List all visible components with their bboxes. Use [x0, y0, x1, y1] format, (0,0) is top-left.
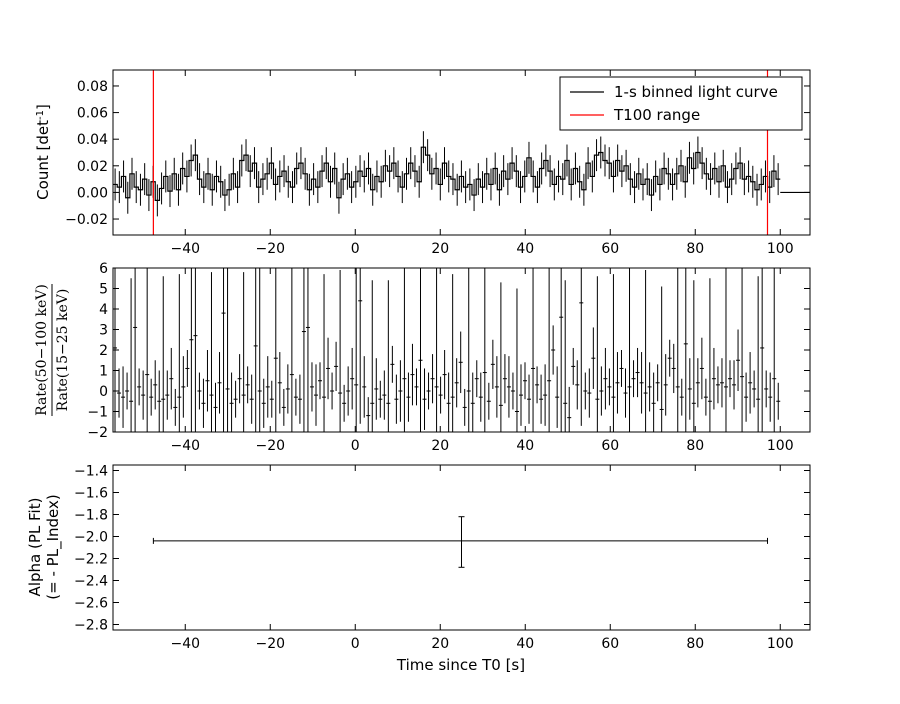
x-tick-label: 80 — [686, 241, 704, 257]
legend: 1-s binned light curve T100 range — [559, 76, 803, 131]
y-tick-label: −2.0 — [74, 530, 108, 546]
light-curve-series — [113, 70, 810, 235]
x-tick-label: 40 — [516, 438, 534, 454]
y-tick-label: −2.2 — [74, 552, 108, 568]
y-tick-label: 2 — [99, 343, 108, 359]
ylabel-close: ] — [34, 104, 52, 110]
y-tick-label: −1 — [87, 405, 108, 421]
y-tick-label: −0.02 — [65, 212, 108, 228]
y-tick-label: −2.8 — [74, 618, 108, 634]
x-tick-label: 100 — [767, 241, 794, 257]
x-axis-label: Time since T0 [s] — [396, 656, 525, 674]
hardness-ratio-plot-area — [113, 268, 781, 432]
x-tick-label: −40 — [170, 438, 200, 454]
x-tick-label: −40 — [170, 636, 200, 652]
light-curve-plot-area — [113, 70, 810, 235]
x-tick-label: 20 — [431, 438, 449, 454]
ylabel-superscript: -1 — [35, 110, 46, 120]
x-tick-label: −20 — [255, 241, 285, 257]
legend-label-t100: T100 range — [613, 106, 700, 124]
x-tick-label: 20 — [431, 636, 449, 652]
alpha-ticks: −40 −20 0 20 40 60 80 100 −2.8 −2.6 −2.4 −2.2 −2.0 −1… — [74, 464, 810, 652]
y-tick-label: −2 — [87, 425, 108, 441]
y-tick-label: 0.00 — [77, 185, 108, 201]
y-tick-label: 0.08 — [77, 79, 108, 95]
x-tick-label: −20 — [255, 438, 285, 454]
legend-label-light-curve: 1-s binned light curve — [614, 83, 778, 101]
y-tick-label: 0.04 — [77, 132, 108, 148]
x-tick-label: 80 — [686, 438, 704, 454]
x-tick-label: 40 — [516, 636, 534, 652]
y-tick-label: 0 — [99, 384, 108, 400]
alpha-frame — [112, 464, 811, 631]
hardness-ratio-series — [113, 268, 781, 432]
x-tick-label: 80 — [686, 636, 704, 652]
legend-box — [559, 76, 803, 131]
ylabel-denominator: Rate(15−25 keV) — [55, 289, 71, 412]
alpha-ylabel-line1: Alpha (PL Fit) — [26, 498, 44, 597]
alpha-ylabel: Alpha (PL Fit) (= - PL_Index) — [26, 494, 63, 599]
y-tick-label: −2.6 — [74, 596, 108, 612]
y-tick-label: 6 — [99, 261, 108, 277]
x-tick-label: 100 — [767, 438, 794, 454]
light-curve-panel: −40 −20 0 20 40 60 80 100 −0.02 0.00 0.02 0.04 0.06 0… — [34, 69, 811, 257]
x-tick-label: 0 — [351, 636, 360, 652]
y-tick-label: 0.06 — [77, 106, 108, 122]
x-tick-label: 20 — [431, 241, 449, 257]
x-tick-label: 60 — [601, 241, 619, 257]
light-curve-ticks: −40 −20 0 20 40 60 80 100 −0.02 0.00 0.02 0.04 0.06 0… — [65, 70, 810, 257]
x-tick-label: −40 — [170, 241, 200, 257]
x-tick-label: 60 — [601, 636, 619, 652]
y-tick-label: 3 — [99, 323, 108, 339]
x-tick-label: 60 — [601, 438, 619, 454]
y-tick-label: −1.4 — [74, 464, 108, 480]
hardness-ratio-ticks: −40 −20 0 20 40 60 80 100 −2 −1 0 1 2 3 4 5 6 — [87, 261, 810, 454]
x-tick-label: 100 — [767, 636, 794, 652]
light-curve-line — [113, 146, 781, 202]
ylabel-numerator: Rate(50−100 keV) — [34, 284, 50, 416]
alpha-panel: −40 −20 0 20 40 60 80 100 −2.8 −2.6 −2.4 −2.2 −2.0 −1… — [26, 464, 811, 674]
x-tick-label: 40 — [516, 241, 534, 257]
y-tick-label: 4 — [99, 302, 108, 318]
x-tick-label: 0 — [351, 438, 360, 454]
alpha-ylabel-line2: (= - PL_Index) — [44, 494, 63, 599]
y-tick-label: 0.02 — [77, 159, 108, 175]
alpha-plot-area — [152, 516, 768, 568]
y-tick-label: 5 — [99, 282, 108, 298]
x-tick-label: 0 — [351, 241, 360, 257]
y-tick-label: 1 — [99, 364, 108, 380]
hardness-ratio-panel: −40 −20 0 20 40 60 80 100 −2 −1 0 1 2 3 4 5 6 Rate(50−10… — [34, 261, 811, 454]
light-curve-frame — [112, 69, 811, 236]
hardness-ratio-ylabel: Rate(50−100 keV) Rate(15−25 keV) — [34, 284, 71, 416]
light-curve-ylabel: Count [det-1] — [34, 104, 52, 200]
y-tick-label: −1.8 — [74, 508, 108, 524]
y-tick-label: −2.4 — [74, 574, 108, 590]
ylabel-main: Count [det — [34, 120, 52, 200]
y-tick-label: −1.6 — [74, 486, 108, 502]
x-tick-label: −20 — [255, 636, 285, 652]
